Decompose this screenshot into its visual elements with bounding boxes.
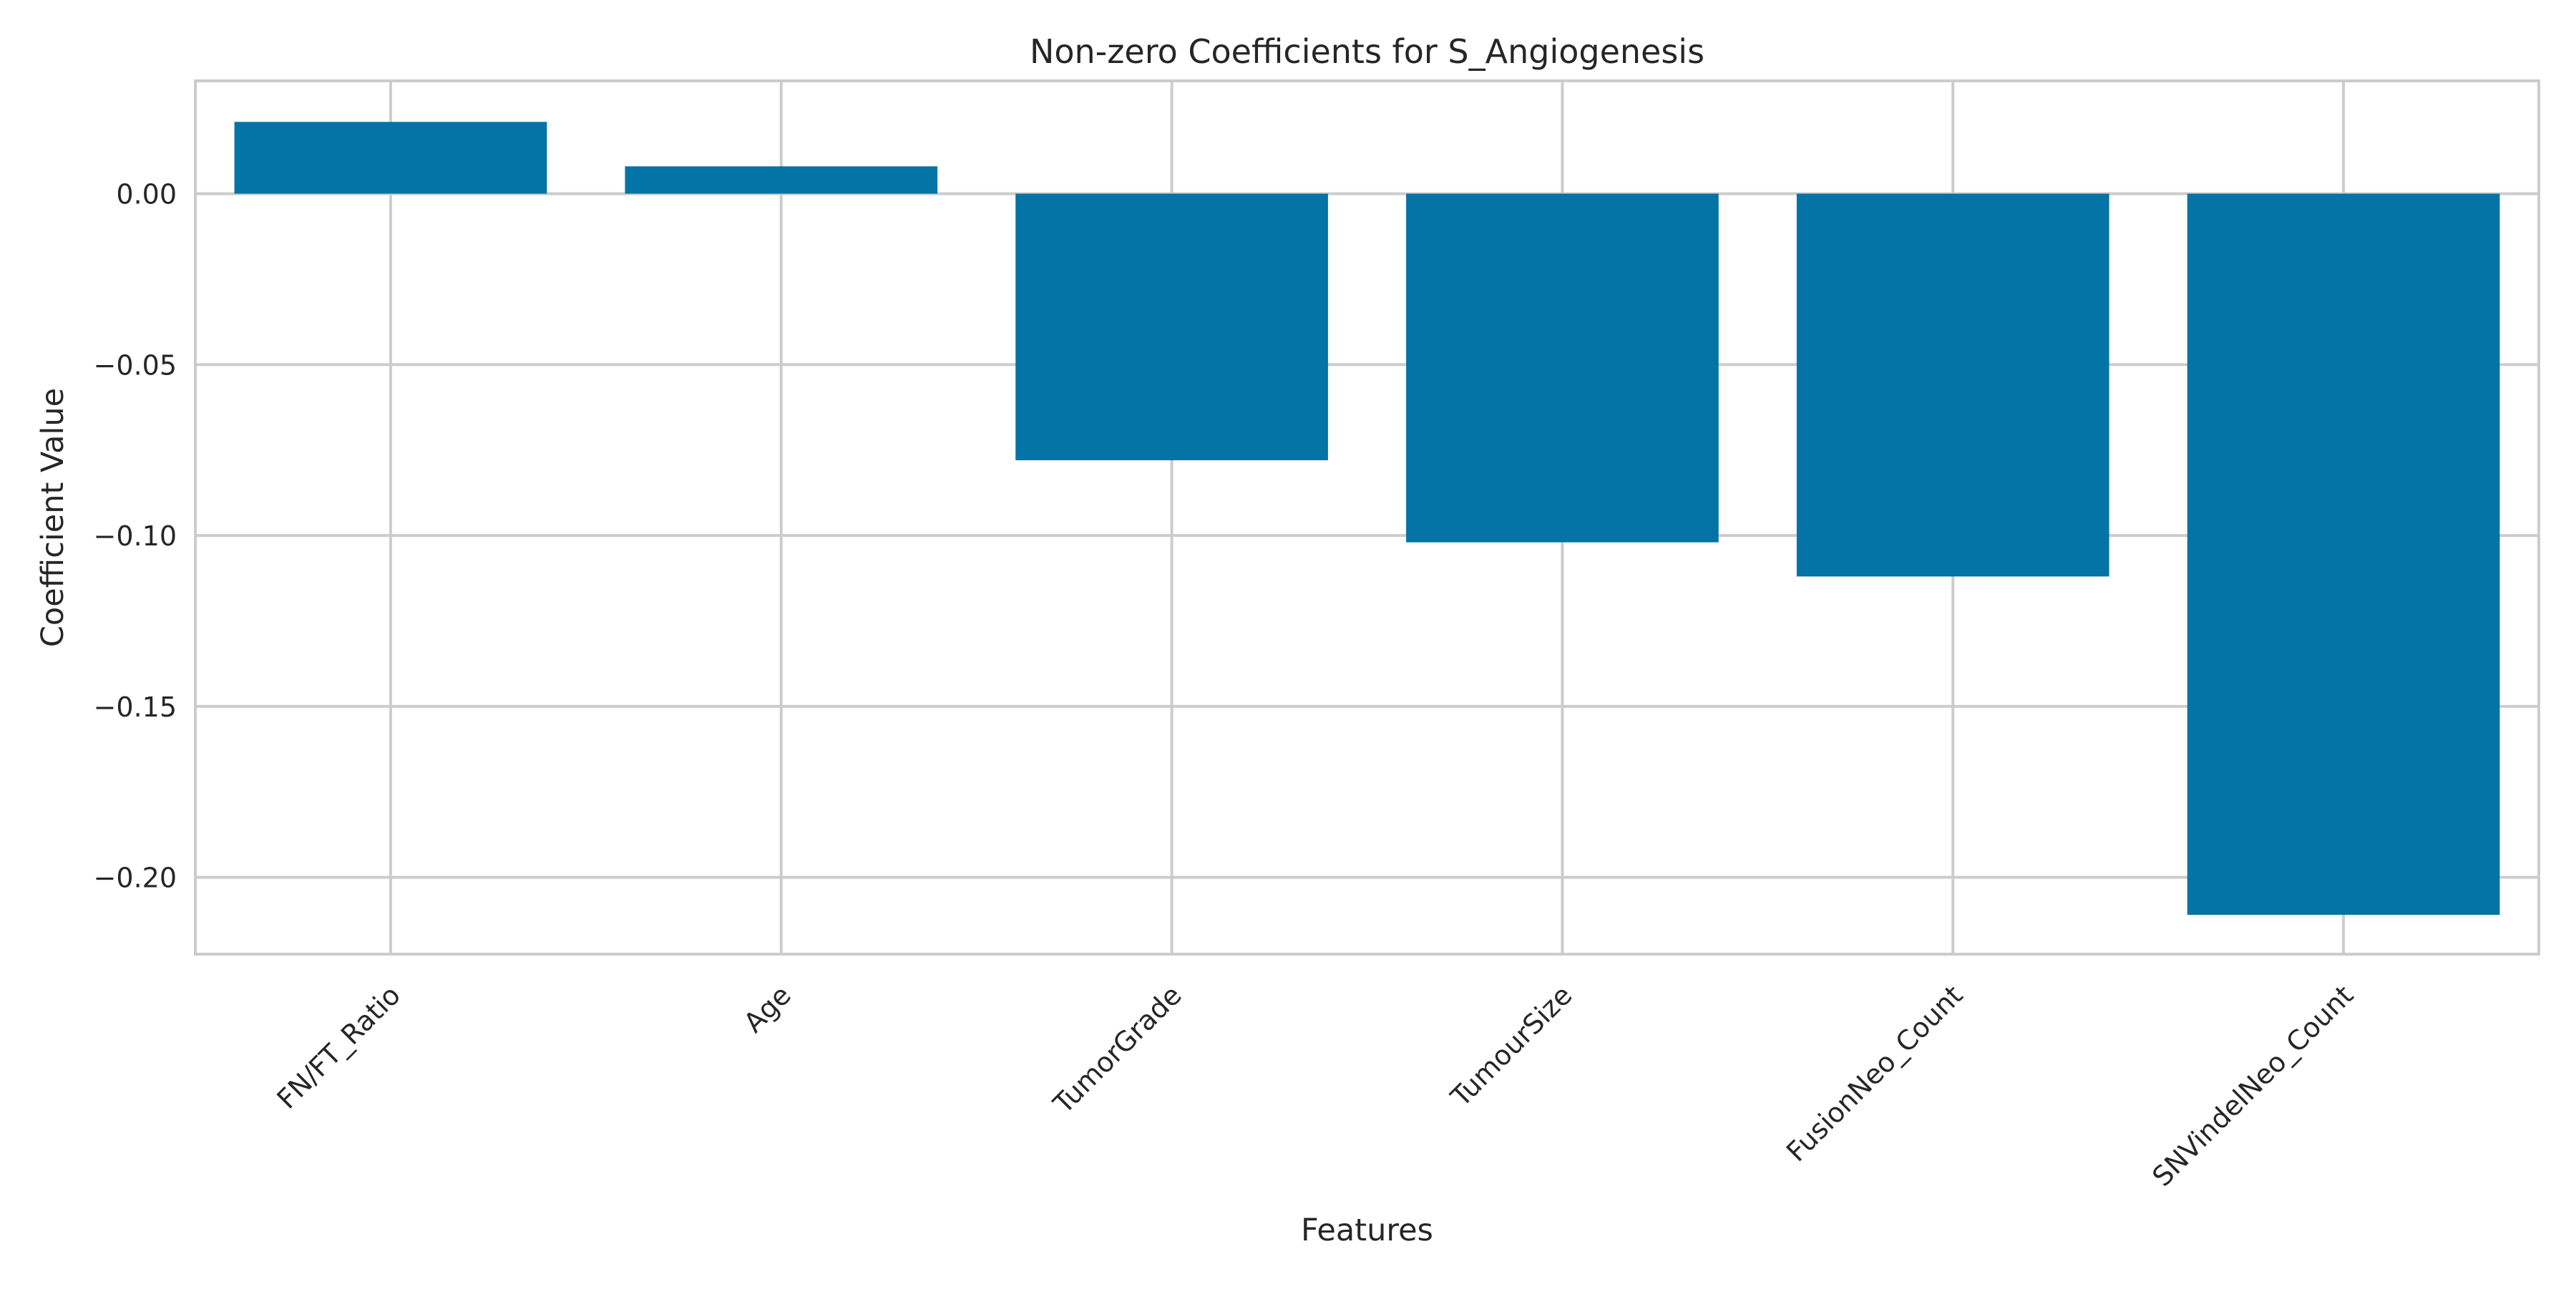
bar-tumorgrade [1015, 193, 1328, 461]
plot-frame [194, 79, 2540, 956]
bar-fusionneo-count [1796, 193, 2109, 577]
y-tick-labels: 0.00 −0.05 −0.10 −0.15 −0.20 [94, 179, 177, 894]
y-tick-label: −0.10 [94, 520, 177, 552]
bar-age [625, 166, 938, 194]
y-tick-label: 0.00 [116, 179, 177, 210]
chart-title: Non-zero Coefficients for S_Angiogenesis [1030, 32, 1704, 71]
x-axis-label: Features [1301, 1213, 1433, 1248]
bar-tumoursize [1406, 193, 1719, 543]
y-tick-label: −0.15 [94, 691, 177, 723]
bar-fn-ft-ratio [234, 122, 547, 194]
plot-area [195, 81, 2539, 954]
y-tick-label: −0.05 [94, 349, 177, 381]
bars [234, 122, 2500, 915]
y-axis-label: Coefficient Value [35, 388, 71, 647]
bar-snvindelneo-count [2187, 193, 2500, 915]
y-tick-label: −0.20 [94, 863, 177, 894]
